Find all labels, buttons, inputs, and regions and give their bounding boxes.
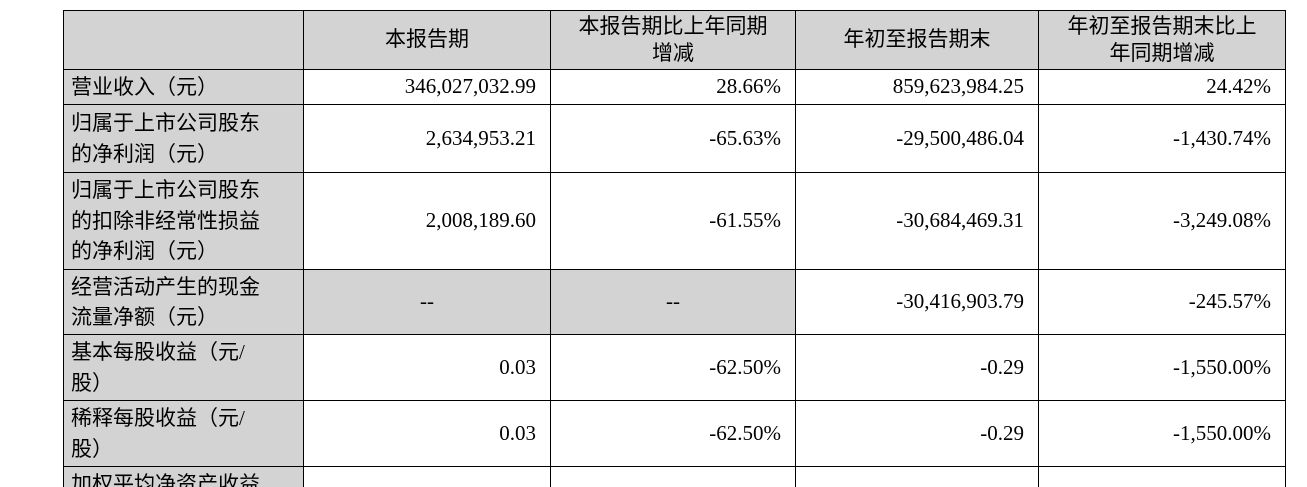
table-body: 营业收入（元） 346,027,032.99 28.66% 859,623,984.2… bbox=[63, 68, 1286, 487]
cell-value: 24.42% bbox=[1038, 68, 1286, 106]
column-header-year-to-date-yoy-change: 年初至报告期末比上 年同期增减 bbox=[1038, 10, 1286, 70]
cell-value-empty: -- bbox=[550, 268, 796, 336]
cell-value: -61.55% bbox=[550, 172, 796, 270]
table-row: 经营活动产生的现金 流量净额（元） -- -- -30,416,903.79 -245.… bbox=[63, 268, 1286, 336]
table-row: 基本每股收益（元/ 股） 0.03 -62.50% -0.29 -1,550.00% bbox=[63, 334, 1286, 402]
cell-value: -0.29 bbox=[795, 400, 1039, 468]
cell-value: -62.50% bbox=[550, 334, 796, 402]
table-header: 本报告期 本报告期比上年同期 增减 年初至报告期末 年初至报告期末比上 年同期增… bbox=[63, 10, 1286, 70]
cell-value: -65.63% bbox=[550, 104, 796, 174]
row-label: 加权平均净资产收益 率 bbox=[63, 466, 304, 487]
cell-value: 859,623,984.25 bbox=[795, 68, 1039, 106]
cell-value: -29,500,486.04 bbox=[795, 104, 1039, 174]
column-header-year-to-date: 年初至报告期末 bbox=[795, 10, 1039, 70]
cell-value: 346,027,032.99 bbox=[303, 68, 551, 106]
table-row: 营业收入（元） 346,027,032.99 28.66% 859,623,984.2… bbox=[63, 68, 1286, 106]
column-header-current-period-yoy-change: 本报告期比上年同期 增减 bbox=[550, 10, 796, 70]
cell-value: 0.03 bbox=[303, 334, 551, 402]
cell-value: -1,550.00% bbox=[1038, 400, 1286, 468]
cell-value: -0.29 bbox=[795, 334, 1039, 402]
column-header-blank bbox=[63, 10, 304, 70]
row-label: 营业收入（元） bbox=[63, 68, 304, 106]
cell-value: -30,684,469.31 bbox=[795, 172, 1039, 270]
table-row: 稀释每股收益（元/ 股） 0.03 -62.50% -0.29 -1,550.00% bbox=[63, 400, 1286, 468]
cell-value: 0.30% bbox=[303, 466, 551, 487]
cell-value: -0.50% bbox=[550, 466, 796, 487]
row-label: 经营活动产生的现金 流量净额（元） bbox=[63, 268, 304, 336]
cell-value: -1,550.00% bbox=[1038, 334, 1286, 402]
cell-value: 0.03 bbox=[303, 400, 551, 468]
cell-value: -30,416,903.79 bbox=[795, 268, 1039, 336]
table-row: 归属于上市公司股东 的扣除非经常性损益 的净利润（元） 2,008,189.60-… bbox=[63, 172, 1286, 270]
cell-value: 28.66% bbox=[550, 68, 796, 106]
cell-value: -1,430.74% bbox=[1038, 104, 1286, 174]
cell-value: -3,249.08% bbox=[1038, 172, 1286, 270]
table-row: 归属于上市公司股东 的净利润（元） 2,634,953.21 -65.63% -29,… bbox=[63, 104, 1286, 174]
cell-value: -3.25% bbox=[795, 466, 1039, 487]
cell-value: -245.57% bbox=[1038, 268, 1286, 336]
financial-summary-table: 本报告期 本报告期比上年同期 增减 年初至报告期末 年初至报告期末比上 年同期增… bbox=[63, 10, 1286, 487]
column-header-current-period: 本报告期 bbox=[303, 10, 551, 70]
cell-value: -62.50% bbox=[550, 400, 796, 468]
cell-value: -3.48% bbox=[1038, 466, 1286, 487]
cell-value-empty: -- bbox=[303, 268, 551, 336]
row-label: 归属于上市公司股东 的净利润（元） bbox=[63, 104, 304, 174]
header-row: 本报告期 本报告期比上年同期 增减 年初至报告期末 年初至报告期末比上 年同期增… bbox=[63, 10, 1286, 70]
cell-value: 2,008,189.60 bbox=[303, 172, 551, 270]
cell-value: 2,634,953.21 bbox=[303, 104, 551, 174]
table-row: 加权平均净资产收益 率0.30%-0.50%-3.25%-3.48% bbox=[63, 466, 1286, 487]
row-label: 归属于上市公司股东 的扣除非经常性损益 的净利润（元） bbox=[63, 172, 304, 270]
row-label: 稀释每股收益（元/ 股） bbox=[63, 400, 304, 468]
row-label: 基本每股收益（元/ 股） bbox=[63, 334, 304, 402]
